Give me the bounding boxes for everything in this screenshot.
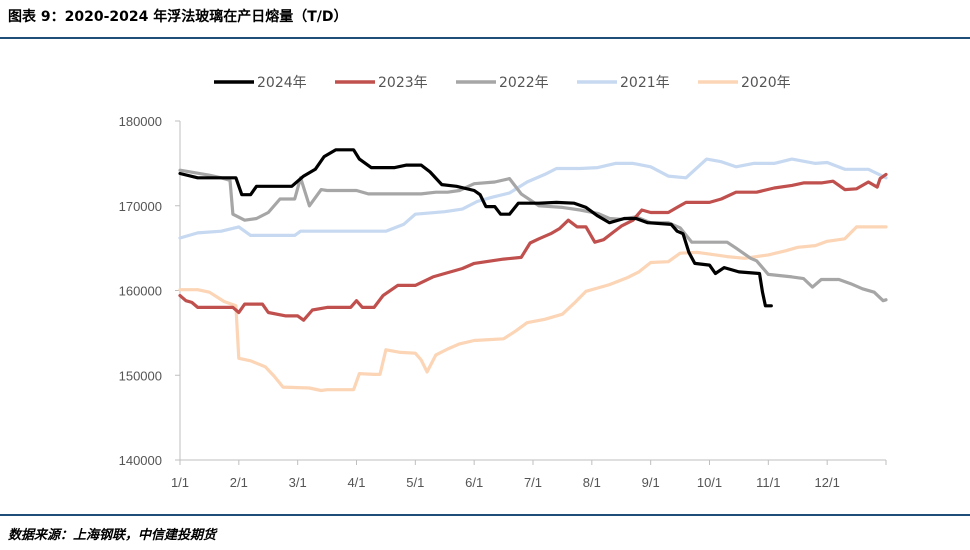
x-tick-label: 8/1 <box>583 475 601 490</box>
x-tick-label: 4/1 <box>347 475 365 490</box>
x-tick-label: 2/1 <box>230 475 248 490</box>
x-tick-label: 7/1 <box>524 475 542 490</box>
chart-title: 图表 9：2020-2024 年浮法玻璃在产日熔量（T/D） <box>8 9 348 25</box>
y-tick-label: 180000 <box>119 114 162 129</box>
header-rule <box>0 37 970 39</box>
y-tick-label: 150000 <box>119 368 162 383</box>
source-note: 数据来源：上海钢联，中信建投期货 <box>8 528 217 543</box>
line-chart: 2024年 2023年 2022年 2021年 2020年 140000 150000 16… <box>119 75 888 490</box>
y-tick-label: 160000 <box>119 284 162 299</box>
series-layer <box>178 148 888 393</box>
y-tick-label: 140000 <box>119 453 162 468</box>
x-tick-label: 9/1 <box>642 475 660 490</box>
axes: 140000 150000 160000 170000 180000 1/1 2/1 3/1 4… <box>119 114 887 490</box>
x-tick-label: 11/1 <box>756 475 780 490</box>
y-tick-label: 170000 <box>119 199 162 214</box>
legend: 2024年 2023年 2022年 2021年 2020年 <box>214 75 791 91</box>
legend-label: 2020年 <box>741 75 791 91</box>
x-tick-label: 3/1 <box>289 475 307 490</box>
legend-label: 2024年 <box>257 75 307 91</box>
legend-label: 2022年 <box>499 75 549 91</box>
legend-label: 2021年 <box>620 75 670 91</box>
series-line-2023 <box>178 172 888 322</box>
series-line-2024 <box>178 148 773 308</box>
x-tick-label: 1/1 <box>171 475 189 490</box>
x-tick-label: 12/1 <box>815 475 840 490</box>
x-tick-label: 5/1 <box>406 475 424 490</box>
series-line-2022 <box>178 168 888 303</box>
legend-label: 2023年 <box>378 75 428 91</box>
x-tick-label: 10/1 <box>697 475 722 490</box>
series-line-2020 <box>178 225 888 393</box>
series-line-2021 <box>178 157 888 240</box>
x-tick-label: 6/1 <box>465 475 483 490</box>
footer-rule <box>0 514 970 516</box>
